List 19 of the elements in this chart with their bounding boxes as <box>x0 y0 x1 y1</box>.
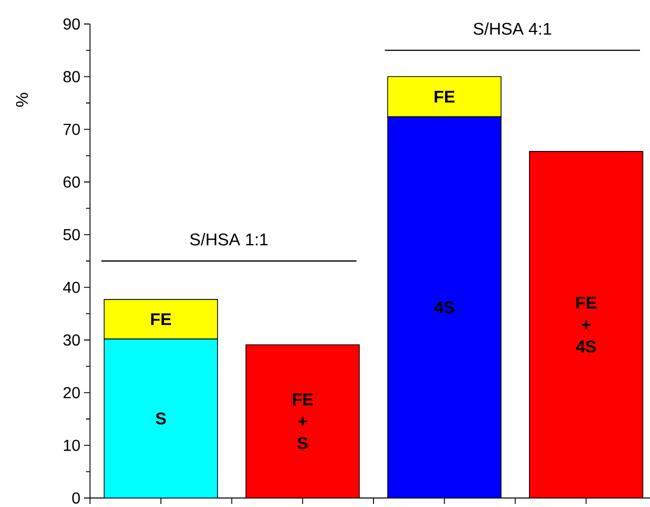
y-tick-label: 90 <box>64 18 80 30</box>
y-tick-label: 40 <box>63 282 80 293</box>
y-tick-label: 70 <box>64 124 80 135</box>
series-label: 4S <box>434 301 454 314</box>
y-tick-label: 50 <box>63 229 80 240</box>
series-label: FE <box>151 313 172 326</box>
annotation: S/HSA 4:1 <box>474 22 552 35</box>
y-tick-label: 10 <box>64 440 80 451</box>
y-tick-label: 0 <box>72 492 80 504</box>
annotation: S/HSA 1:1 <box>190 233 268 246</box>
y-tick-label: 80 <box>63 71 80 82</box>
y-tick-label: 20 <box>64 387 80 398</box>
y-tick-label: 30 <box>63 334 80 346</box>
text: FE <box>434 90 455 102</box>
y-axis-title: % <box>16 92 28 107</box>
series-label: S <box>156 412 166 424</box>
y-tick-label: 60 <box>64 176 80 188</box>
series-label: FE + 4S <box>576 296 596 353</box>
series-label: FE + S <box>292 394 313 450</box>
